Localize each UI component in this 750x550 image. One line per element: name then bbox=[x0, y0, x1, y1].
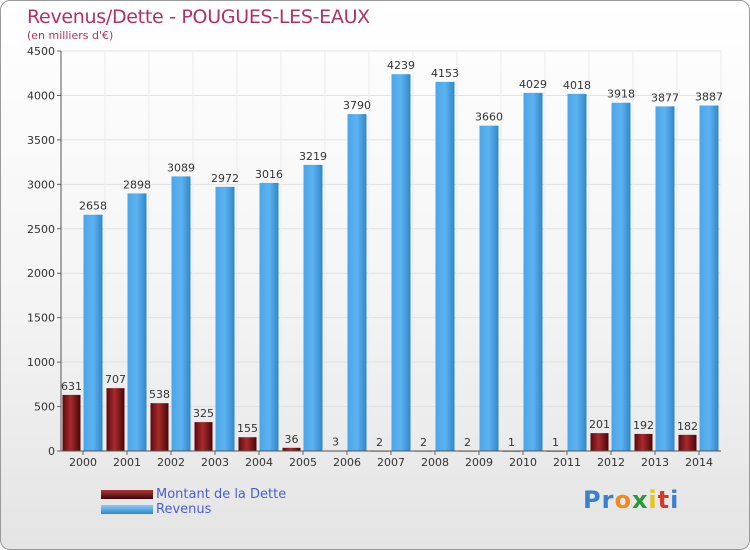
y-tick-label: 2500 bbox=[27, 223, 55, 236]
data-label-revenus-2010: 4029 bbox=[519, 78, 547, 91]
axes: 0 500 1000 1500 2000 2500 3000 3500 4000 4500 2000… bbox=[27, 45, 721, 469]
data-label-revenus-2008: 4153 bbox=[431, 67, 459, 80]
y-tick-label: 1500 bbox=[27, 312, 55, 325]
x-tick-label-2004: 2004 bbox=[245, 456, 273, 469]
x-tick-label-2002: 2002 bbox=[157, 456, 185, 469]
bar-revenus-2000 bbox=[83, 214, 103, 451]
x-tick-label-2014: 2014 bbox=[685, 456, 713, 469]
bar-revenus-2001 bbox=[127, 193, 147, 451]
bar-revenus-2013 bbox=[655, 106, 675, 451]
legend-label-dette: Montant de la Dette bbox=[156, 487, 287, 502]
data-label-revenus-2012: 3918 bbox=[607, 88, 635, 101]
chart-title: Revenus/Dette - POUGUES-LES-EAUX bbox=[27, 6, 370, 28]
legend-label-revenus: Revenus bbox=[156, 502, 212, 517]
bar-dette-2003 bbox=[194, 422, 213, 451]
x-tick-label-2011: 2011 bbox=[553, 456, 581, 469]
bar-revenus-2010 bbox=[523, 92, 543, 451]
data-label-revenus-2001: 2898 bbox=[123, 178, 151, 191]
data-label-dette-2013: 192 bbox=[633, 419, 654, 432]
bar-revenus-2008 bbox=[435, 81, 455, 451]
data-label-dette-2001: 707 bbox=[105, 373, 126, 386]
logo-letter: r bbox=[601, 486, 615, 514]
data-label-dette-2004: 155 bbox=[237, 422, 258, 435]
data-label-dette-2008: 2 bbox=[420, 436, 427, 449]
logo-letter: x bbox=[631, 486, 649, 514]
legend-swatch-dette bbox=[101, 490, 153, 499]
data-label-revenus-2004: 3016 bbox=[255, 168, 283, 181]
data-label-dette-2012: 201 bbox=[589, 418, 610, 431]
y-tick-label: 500 bbox=[34, 401, 55, 414]
data-label-dette-2002: 538 bbox=[149, 388, 170, 401]
data-label-dette-2007: 2 bbox=[376, 436, 383, 449]
y-tick-label: 4000 bbox=[27, 89, 55, 102]
logo-letter: P bbox=[583, 486, 602, 514]
data-label-revenus-2003: 2972 bbox=[211, 172, 239, 185]
logo-letter: i bbox=[648, 486, 658, 514]
proxiti-logo: Proxiti bbox=[583, 486, 679, 514]
chart-subtitle: (en milliers d'€) bbox=[27, 29, 114, 42]
bar-revenus-2011 bbox=[567, 93, 587, 451]
x-tick-label-2000: 2000 bbox=[69, 456, 97, 469]
data-label-dette-2005: 36 bbox=[285, 433, 299, 446]
x-tick-label-2009: 2009 bbox=[465, 456, 493, 469]
x-tick-label-2013: 2013 bbox=[641, 456, 669, 469]
data-label-revenus-2013: 3877 bbox=[651, 91, 679, 104]
bar-dette-2002 bbox=[150, 403, 169, 451]
y-tick-label: 1000 bbox=[27, 356, 55, 369]
data-label-revenus-2014: 3887 bbox=[695, 90, 723, 103]
x-tick-label-2003: 2003 bbox=[201, 456, 229, 469]
data-label-dette-2014: 182 bbox=[677, 420, 698, 433]
bar-revenus-2014 bbox=[699, 105, 719, 451]
bar-revenus-2003 bbox=[215, 186, 235, 452]
data-label-dette-2000: 631 bbox=[61, 380, 82, 393]
data-label-dette-2003: 325 bbox=[193, 407, 214, 420]
bar-dette-2012 bbox=[590, 433, 609, 451]
bar-revenus-2004 bbox=[259, 182, 279, 451]
data-label-revenus-2009: 3660 bbox=[475, 111, 503, 124]
logo-letter: i bbox=[670, 486, 680, 514]
x-tick-label-2008: 2008 bbox=[421, 456, 449, 469]
legend-swatch-revenus bbox=[101, 505, 153, 514]
data-label-dette-2010: 1 bbox=[508, 436, 515, 449]
data-label-revenus-2000: 2658 bbox=[79, 200, 107, 213]
data-label-revenus-2002: 3089 bbox=[167, 161, 195, 174]
x-tick-label-2010: 2010 bbox=[509, 456, 537, 469]
bar-dette-2004 bbox=[238, 437, 257, 451]
x-tick-label-2007: 2007 bbox=[377, 456, 405, 469]
logo-letter: t bbox=[657, 486, 671, 514]
x-tick-label-2012: 2012 bbox=[597, 456, 625, 469]
bar-dette-2013 bbox=[634, 433, 653, 451]
data-label-revenus-2011: 4018 bbox=[563, 79, 591, 92]
data-labels: 6312658707289853830893252972155301636321… bbox=[61, 59, 723, 449]
y-tick-label: 0 bbox=[48, 445, 55, 458]
y-tick-label: 2000 bbox=[27, 267, 55, 280]
bar-revenus-2006 bbox=[347, 114, 367, 451]
y-tick-label: 3500 bbox=[27, 134, 55, 147]
data-label-dette-2009: 2 bbox=[464, 436, 471, 449]
bar-revenus-2002 bbox=[171, 176, 191, 451]
bar-dette-2014 bbox=[678, 434, 697, 451]
bar-dette-2005 bbox=[282, 447, 301, 451]
y-tick-label: 4500 bbox=[27, 45, 55, 58]
data-label-dette-2011: 1 bbox=[552, 436, 559, 449]
bar-revenus-2005 bbox=[303, 164, 323, 451]
data-label-dette-2006: 3 bbox=[332, 436, 339, 449]
bar-revenus-2009 bbox=[479, 125, 499, 452]
bar-revenus-2012 bbox=[611, 102, 631, 451]
data-label-revenus-2005: 3219 bbox=[299, 150, 327, 163]
x-tick-label-2001: 2001 bbox=[113, 456, 141, 469]
bar-revenus-2007 bbox=[391, 74, 411, 451]
bar-dette-2001 bbox=[106, 388, 125, 451]
x-tick-label-2006: 2006 bbox=[333, 456, 361, 469]
x-tick-label-2005: 2005 bbox=[289, 456, 317, 469]
data-label-revenus-2007: 4239 bbox=[387, 59, 415, 72]
bar-dette-2000 bbox=[62, 394, 81, 451]
y-tick-label: 3000 bbox=[27, 178, 55, 191]
logo-letter: o bbox=[614, 486, 632, 514]
data-label-revenus-2006: 3790 bbox=[343, 99, 371, 112]
bars bbox=[62, 74, 719, 452]
